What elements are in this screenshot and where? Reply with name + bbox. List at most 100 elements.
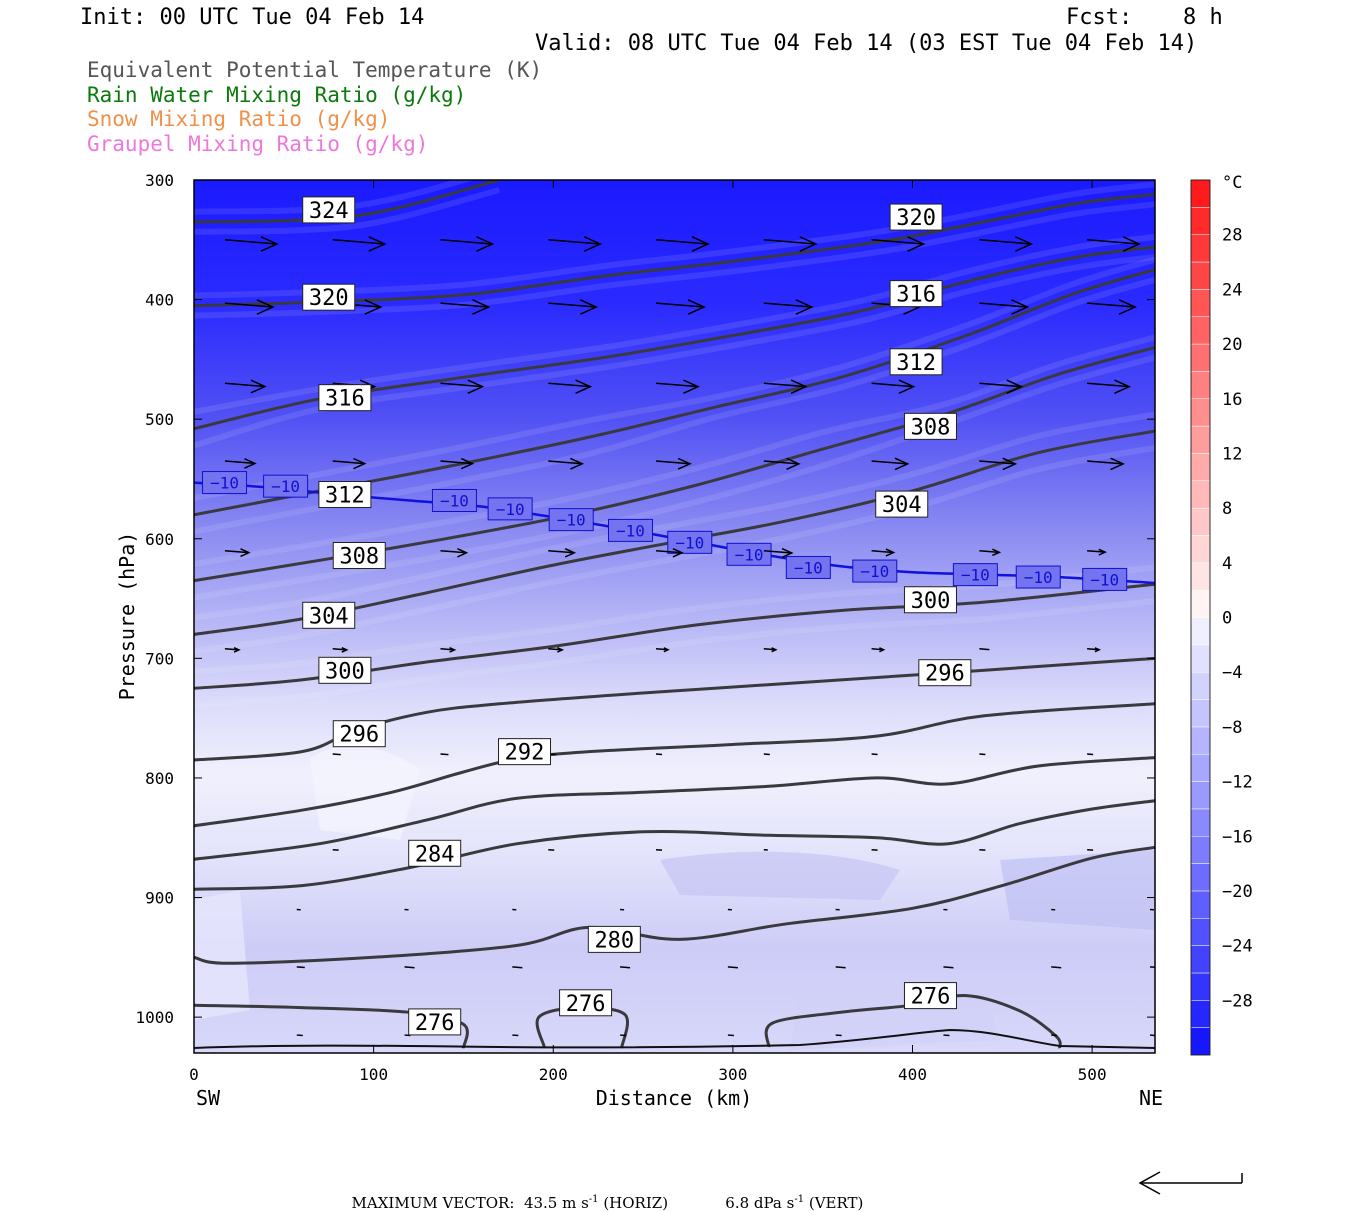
colorbar-tick-label: −28 — [1222, 991, 1253, 1011]
theta-e-label-text: 324 — [309, 199, 349, 224]
theta-e-label: 296 — [919, 660, 971, 687]
colorbar-unit: °C — [1222, 173, 1242, 193]
theta-e-label: 312 — [890, 349, 942, 376]
colorbar-tick-label: −16 — [1222, 827, 1253, 847]
isotherm-label-text: −10 — [271, 477, 300, 496]
wind-vector — [1051, 967, 1061, 968]
colorbar-segment — [1191, 344, 1210, 371]
wind-vector — [440, 754, 448, 755]
colorbar-segment — [1191, 836, 1210, 863]
y-tick-label: 500 — [145, 410, 174, 429]
isotherm-label: −10 — [1016, 566, 1060, 588]
colorbar-segment — [1191, 1000, 1210, 1027]
y-tick-label: 800 — [145, 769, 174, 788]
colorbar-segment — [1191, 700, 1210, 727]
colorbar-segment — [1191, 672, 1210, 699]
colorbar-segment — [1191, 782, 1210, 809]
theta-e-label: 300 — [904, 587, 956, 614]
theta-e-label: 276 — [409, 1009, 461, 1036]
theta-e-label-text: 304 — [882, 493, 922, 518]
isotherm-label-text: −10 — [675, 533, 704, 552]
left-end-label: SW — [196, 1086, 221, 1110]
isotherm-label-text: −10 — [616, 521, 645, 540]
theta-e-label-text: 320 — [309, 286, 349, 311]
isotherm-label: −10 — [264, 475, 308, 497]
isotherm-label-text: −10 — [794, 558, 823, 577]
colorbar-segment — [1191, 371, 1210, 398]
isotherm-label-text: −10 — [1090, 570, 1119, 589]
y-tick-label: 900 — [145, 889, 174, 908]
theta-e-label-text: 300 — [325, 659, 365, 684]
wind-vector — [620, 967, 630, 968]
y-tick-label: 700 — [145, 649, 174, 668]
theta-e-label-text: 308 — [339, 545, 379, 570]
colorbar-tick-label: 12 — [1222, 444, 1242, 464]
x-tick-label: 0 — [189, 1065, 199, 1084]
colorbar-segment — [1191, 262, 1210, 289]
colorbar-segment — [1191, 289, 1210, 316]
wind-vector — [333, 754, 341, 755]
right-end-label: NE — [1139, 1086, 1163, 1110]
x-tick-label: 400 — [898, 1065, 927, 1084]
theta-e-label: 308 — [333, 543, 385, 570]
isotherm-label-text: −10 — [496, 500, 525, 519]
theta-e-label-text: 296 — [339, 723, 379, 748]
theta-e-label: 308 — [904, 413, 956, 440]
colorbar-segment — [1191, 864, 1210, 891]
colorbar-tick-label: −24 — [1222, 937, 1253, 957]
isotherm-label: −10 — [608, 519, 652, 541]
colorbar-segment — [1191, 317, 1210, 344]
theta-e-label: 312 — [319, 482, 371, 509]
horiz-tag: (HORIZ) — [603, 1194, 668, 1212]
max-vector-label: MAXIMUM VECTOR: — [352, 1194, 515, 1212]
theta-e-label: 304 — [876, 491, 928, 518]
y-tick-label: 400 — [145, 291, 174, 310]
vert-tag: (VERT) — [809, 1194, 864, 1212]
theta-e-label: 284 — [409, 840, 461, 867]
isotherm-label-text: −10 — [961, 566, 990, 585]
theta-e-label-text: 276 — [566, 992, 606, 1017]
max-vector-footer: MAXIMUM VECTOR: 43.5 m s-1 (HORIZ) 6.8 d… — [342, 1176, 863, 1212]
theta-e-label-text: 312 — [325, 484, 365, 509]
wind-vector — [943, 967, 953, 968]
isotherm-label-text: −10 — [860, 562, 889, 581]
colorbar-segment — [1191, 399, 1210, 426]
colorbar-tick-label: 24 — [1222, 280, 1242, 300]
isotherm-label: −10 — [1083, 568, 1127, 590]
colorbar-tick-label: 8 — [1222, 499, 1232, 519]
isotherm-label: −10 — [432, 489, 476, 511]
isotherm-label-text: −10 — [557, 511, 586, 530]
y-tick-label: 300 — [145, 171, 174, 190]
isotherm-label: −10 — [488, 498, 532, 520]
x-axis-title: Distance (km) — [596, 1086, 753, 1110]
isotherm-label-text: −10 — [210, 474, 239, 493]
theta-e-label-text: 300 — [911, 589, 951, 614]
theta-e-label: 300 — [319, 657, 371, 684]
colorbar-segment — [1191, 645, 1210, 672]
x-tick-label: 500 — [1078, 1065, 1107, 1084]
y-tick-label: 600 — [145, 530, 174, 549]
y-tick-label: 1000 — [135, 1008, 174, 1027]
colorbar-segment — [1191, 426, 1210, 453]
wind-vector — [728, 967, 738, 968]
colorbar-segment — [1191, 727, 1210, 754]
theta-e-label-text: 312 — [896, 351, 936, 376]
colorbar-tick-label: −20 — [1222, 882, 1253, 902]
wind-vector — [405, 967, 415, 968]
colorbar-segment — [1191, 754, 1210, 781]
colorbar-tick-label: −4 — [1222, 663, 1242, 683]
theta-e-label: 320 — [890, 204, 942, 231]
isotherm-label-text: −10 — [440, 491, 469, 510]
colorbar-segment — [1191, 535, 1210, 562]
wind-vector — [512, 967, 522, 968]
wind-vector — [979, 649, 989, 650]
colorbar-segment — [1191, 235, 1210, 262]
theta-e-label: 276 — [904, 983, 956, 1010]
colorbar-tick-label: 20 — [1222, 335, 1242, 355]
colorbar-segment — [1191, 946, 1210, 973]
colorbar-segment — [1191, 891, 1210, 918]
theta-e-label-text: 296 — [925, 662, 965, 687]
theta-e-label-text: 308 — [911, 415, 951, 440]
theta-e-label: 280 — [588, 926, 640, 953]
